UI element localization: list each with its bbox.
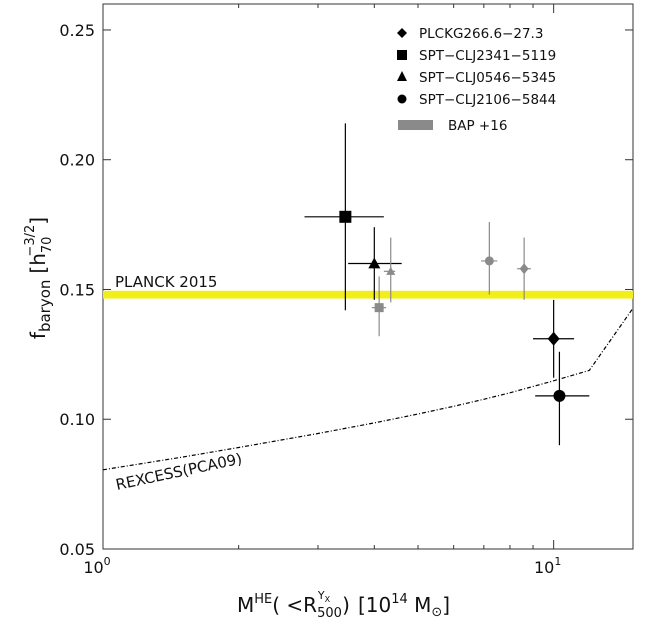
planck-label: PLANCK 2015 <box>115 273 217 291</box>
marker-circle <box>553 389 566 402</box>
data-point <box>304 123 384 311</box>
points-layer <box>304 123 590 446</box>
legend-label-0: PLCKG266.6−27.3 <box>419 26 543 42</box>
data-point <box>533 299 575 378</box>
legend-label-1: SPT−CLJ2341−5119 <box>419 48 556 64</box>
planck-layer <box>103 290 633 299</box>
x-tick-label: 100 <box>83 555 110 577</box>
legend-marker-band <box>398 120 433 130</box>
marker-triangle <box>386 266 396 275</box>
marker-circle <box>484 256 494 266</box>
legend-marker-square <box>397 50 407 60</box>
data-point <box>348 227 402 300</box>
legend: PLCKG266.6−27.3 SPT−CLJ2341−5119 SPT−CLJ… <box>397 26 556 134</box>
legend-marker-diamond <box>397 28 407 38</box>
y-axis-title: fbaryon[h70−3/2] <box>23 217 55 339</box>
data-point <box>535 351 590 446</box>
marker-diamond <box>547 331 560 346</box>
marker-diamond <box>519 263 529 275</box>
plot-frame <box>102 3 634 550</box>
planck-band <box>103 290 633 299</box>
rexcess-layer <box>102 307 634 471</box>
legend-label-4: BAP +16 <box>448 118 507 134</box>
marker-square <box>374 303 384 313</box>
legend-marker-circle <box>397 94 407 104</box>
legend-label-3: SPT−CLJ2106−5844 <box>419 92 556 108</box>
data-point <box>481 222 498 295</box>
x-tick-label: 101 <box>534 555 561 577</box>
data-point <box>383 237 396 303</box>
ticks-layer: 0.05 0.10 0.15 0.20 0.25 100 101 <box>59 4 633 577</box>
marker-triangle <box>368 257 381 269</box>
y-tick-label: 0.20 <box>59 151 95 170</box>
legend-marker-triangle <box>397 71 407 81</box>
marker-square <box>339 210 352 223</box>
data-point <box>371 276 387 337</box>
y-tick-label: 0.25 <box>59 21 95 40</box>
legend-label-2: SPT−CLJ0546−5345 <box>419 70 556 86</box>
rexcess-curve <box>102 307 634 471</box>
x-axis-title: MHE( <R500YX) [1014 M⊙] <box>237 589 450 621</box>
data-point <box>517 237 531 300</box>
y-tick-label: 0.05 <box>59 540 95 559</box>
y-tick-label: 0.15 <box>59 280 95 299</box>
y-tick-label: 0.10 <box>59 410 95 429</box>
